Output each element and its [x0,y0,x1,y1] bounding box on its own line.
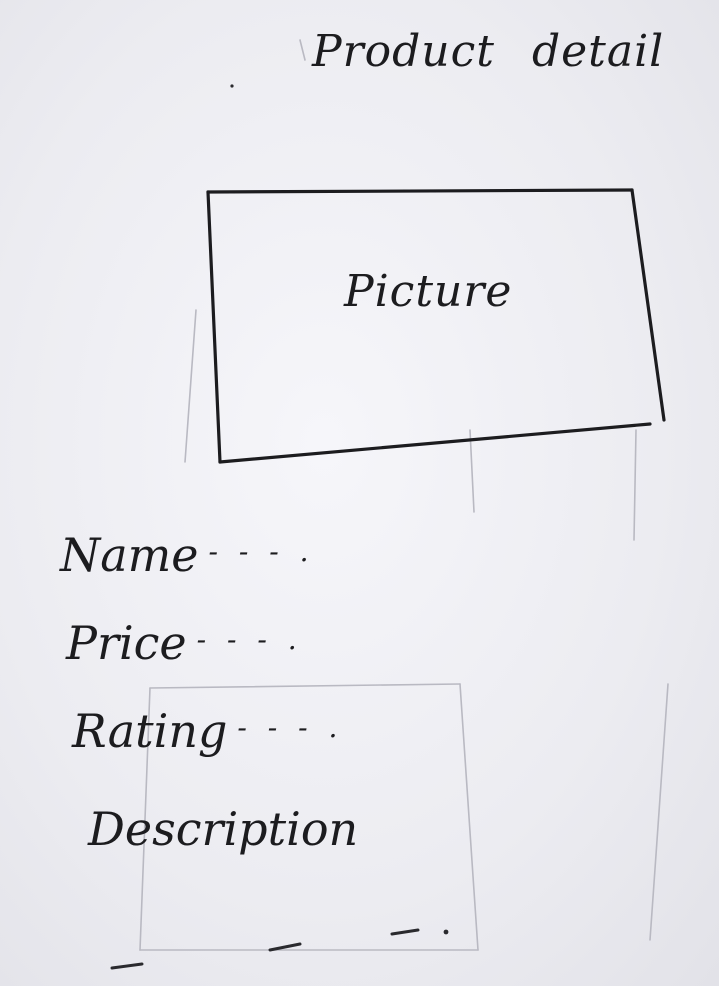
name-field: Name - - - . [60,532,315,578]
price-label: Price [66,616,187,670]
rating-value-placeholder: - - - . [237,711,344,744]
show-through-stroke [649,683,669,941]
show-through-stroke [184,309,197,463]
ink-speck [230,84,234,88]
page-title: Product detail [312,26,665,77]
name-label: Name [60,528,199,582]
description-field: Description [88,806,358,852]
ink-dash [390,928,420,936]
ink-dash [268,942,302,952]
show-through-stroke [469,429,475,513]
picture-box-left-edge [206,190,222,464]
picture-box-top-edge [206,188,634,194]
show-through-stroke [299,39,306,61]
show-through-stroke [633,429,637,541]
picture-box-right-edge [630,188,666,422]
picture-label: Picture [344,266,513,317]
price-field: Price - - - . [66,620,303,666]
description-label: Description [88,802,359,856]
rating-label: Rating [72,704,228,758]
show-through-stroke [459,683,479,951]
show-through-stroke [139,687,151,951]
name-value-placeholder: - - - . [208,535,315,568]
price-value-placeholder: - - - . [196,623,303,656]
ink-dash [110,962,144,970]
ink-speck [443,929,449,935]
rating-field: Rating - - - . [72,708,343,754]
show-through-stroke [149,683,461,689]
picture-box-bottom-edge [218,422,652,464]
